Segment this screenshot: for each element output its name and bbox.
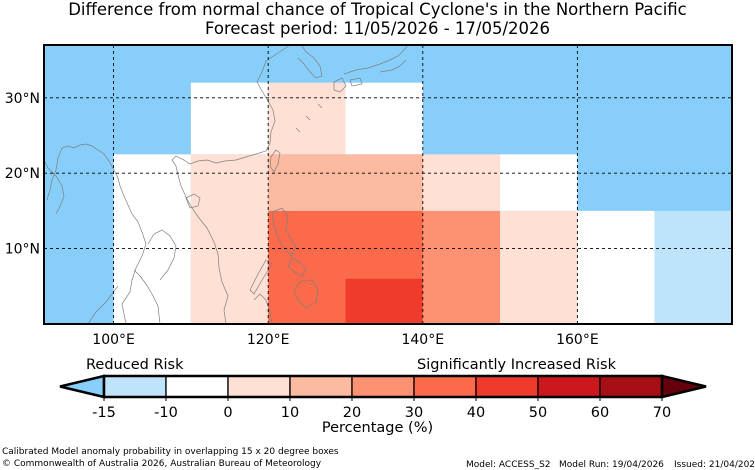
colorbar-outline: [102, 374, 664, 399]
colorbar-bin: [103, 375, 167, 398]
longitude-label: 160°E: [556, 332, 599, 348]
anomaly-cell: [577, 210, 655, 324]
longitude-labels: 100°E 120°E 140°E 160°E: [92, 332, 598, 348]
coastline-borneo: [253, 293, 273, 324]
anomaly-cell: [500, 210, 578, 324]
coastline-palawan: [249, 259, 273, 295]
colorbar-tick-label: 40: [467, 405, 485, 421]
longitude-label: 120°E: [247, 332, 290, 348]
latitude-label: 30°N: [5, 91, 40, 107]
anomaly-cell: [268, 82, 346, 98]
footer-issued: Issued: 21/04/2026: [674, 460, 755, 470]
anomaly-cell: [190, 82, 269, 98]
coastline-luzon: [271, 207, 297, 257]
footer-model-run: Model Run: 19/04/2026: [559, 460, 664, 470]
anomaly-cell: [345, 97, 423, 155]
anomaly-cell: [113, 154, 191, 324]
anomaly-cell: [268, 154, 423, 211]
colorbar-bin: [351, 375, 415, 398]
latitude-label: 20°N: [5, 166, 40, 182]
colorbar-over-arrow: [660, 374, 707, 399]
colorbar-bin: [289, 375, 353, 398]
longitude-label: 140°E: [401, 332, 444, 348]
coastline-malay-peninsula: [133, 269, 161, 324]
graticule: [44, 45, 732, 324]
colorbar-bin: [227, 375, 291, 398]
coastline-taiwan: [269, 149, 281, 173]
colorbar-bin: [165, 375, 229, 398]
anomaly-cell: [345, 278, 423, 324]
footer-copyright: © Commonwealth of Australia 2026, Austra…: [2, 459, 322, 469]
anomaly-cell: [654, 210, 732, 324]
colorbar-axis-label: Percentage (%): [321, 420, 434, 436]
anomaly-cell: [500, 154, 578, 211]
latitude-label: 10°N: [5, 242, 40, 258]
anomaly-cell: [190, 154, 269, 324]
longitude-label: 100°E: [92, 332, 135, 348]
anomaly-cell: [345, 82, 423, 98]
colorbar-tick-label: 70: [653, 405, 671, 421]
colorbar-tick-label: 10: [281, 405, 299, 421]
coastline-honshu: [343, 45, 409, 75]
coastline-kyushu: [333, 77, 347, 93]
coastline-bay-of-bengal: [44, 159, 65, 215]
coastline-visayas: [287, 257, 307, 277]
coastline-shikoku: [349, 77, 363, 87]
colorbar-right-label: Significantly Increased Risk: [417, 357, 616, 373]
colorbar-under-arrow: [59, 374, 106, 399]
anomaly-cell: [422, 154, 501, 211]
anomaly-cell: [190, 97, 269, 155]
colorbar-tick-label: 50: [529, 405, 547, 421]
footer-caption: Calibrated Model anomaly probability in …: [2, 447, 339, 457]
colorbar-left-label: Reduced Risk: [86, 357, 184, 373]
coastline-hainan: [185, 193, 201, 209]
latitude-labels: 10°N 20°N 30°N: [5, 91, 40, 258]
anomaly-cell: [422, 210, 501, 324]
colorbar-bin: [537, 375, 601, 398]
chart-title-line-1: Difference from normal chance of Tropica…: [68, 0, 687, 19]
colorbar: -15 -10 0 10 20 30 40 50 60 70: [59, 374, 707, 421]
colorbar-bin: [413, 375, 477, 398]
coastline-mindanao: [293, 279, 319, 309]
chart-title-line-2: Forecast period: 11/05/2026 - 17/05/2026: [204, 19, 551, 38]
colorbar-tick-label: 20: [343, 405, 361, 421]
colorbar-tick-label: -15: [92, 405, 116, 421]
coastline-korea: [297, 45, 323, 79]
colorbar-tick-label: 0: [223, 405, 232, 421]
coastline-thailand-gulf: [147, 229, 177, 281]
colorbar-tick-label: -10: [154, 405, 178, 421]
colorbar-bin: [599, 375, 663, 398]
coastline-ryukyu: [295, 103, 323, 133]
coastline-indochina: [46, 143, 147, 324]
colorbar-bin: [475, 375, 539, 398]
colorbar-tick-label: 30: [405, 405, 423, 421]
map-frame: [43, 44, 733, 325]
footer-model: Model: ACCESS_S2: [466, 460, 551, 470]
colorbar-tick-label: 60: [591, 405, 609, 421]
anomaly-cell: [268, 97, 346, 155]
anomaly-cells: [113, 82, 732, 324]
